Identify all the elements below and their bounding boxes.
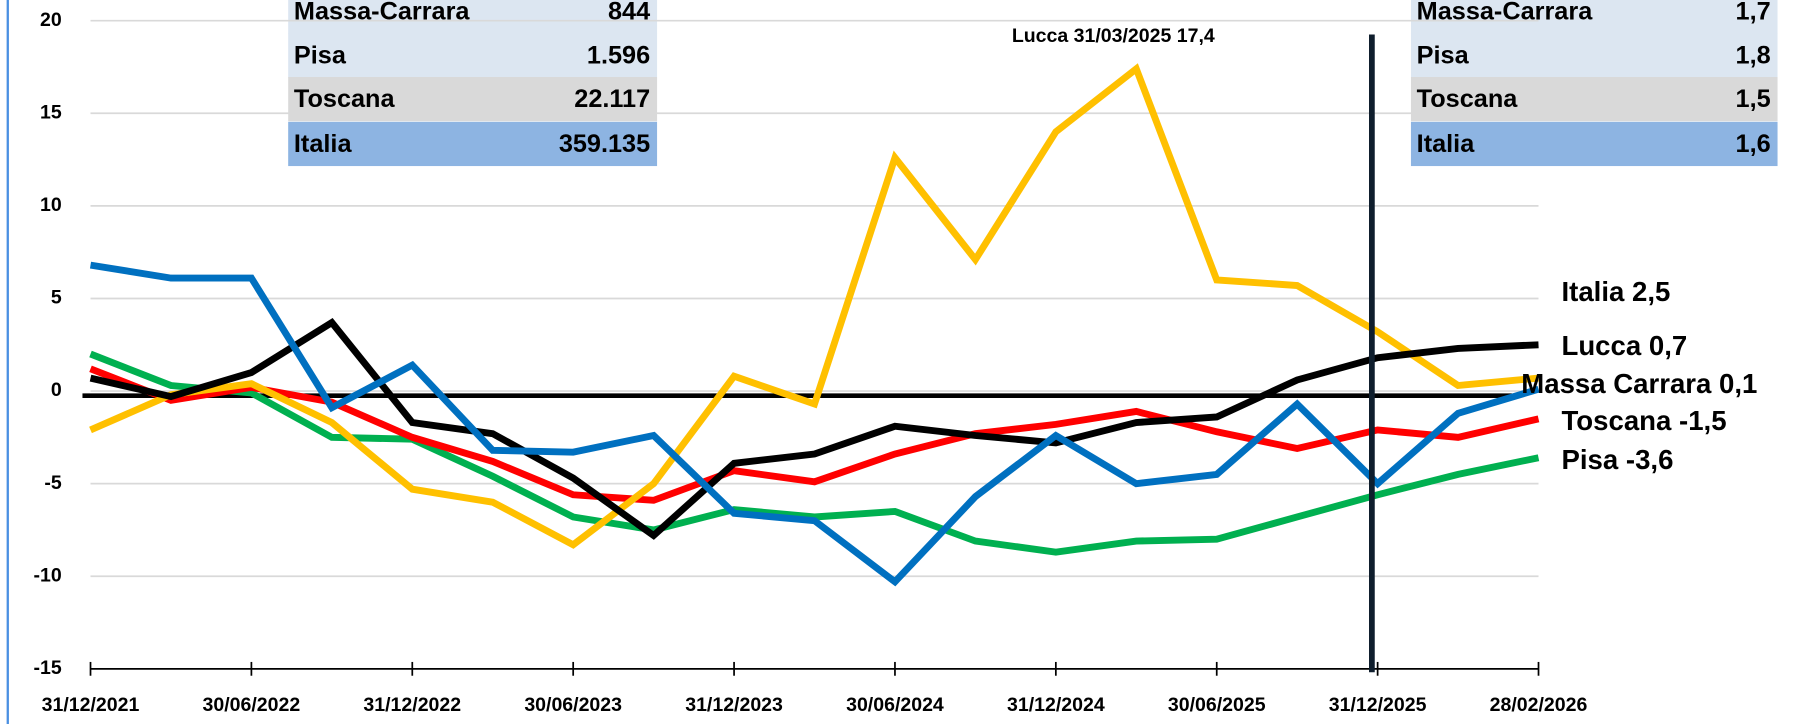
y-tick-label: -15 bbox=[34, 657, 62, 679]
x-tick-label: 31/12/2021 bbox=[42, 694, 140, 716]
series-line bbox=[89, 261, 1540, 587]
table-cell: 22.117 bbox=[574, 85, 650, 113]
table-row bbox=[288, 33, 658, 78]
value-label: -3,6 bbox=[1626, 444, 1674, 475]
table-cell: 1,7 bbox=[1736, 0, 1771, 26]
table-row bbox=[1410, 121, 1778, 167]
table-cell: 1,8 bbox=[1736, 41, 1771, 69]
end-label: Massa Carrara 0,1 bbox=[1521, 368, 1757, 399]
series-line bbox=[89, 365, 1540, 504]
series-line bbox=[89, 350, 1540, 556]
value-label: 0,7 bbox=[1649, 330, 1687, 361]
table-cell: 1.596 bbox=[587, 41, 650, 69]
table-cell: Massa-Carrara bbox=[1417, 0, 1594, 26]
y-tick-label: -10 bbox=[34, 564, 62, 586]
table-cell: Pisa bbox=[294, 41, 347, 69]
series-name: Toscana bbox=[1561, 405, 1672, 436]
y-tick-label: 20 bbox=[40, 9, 62, 31]
table-cell: 1,5 bbox=[1736, 85, 1771, 113]
y-tick-label: -5 bbox=[44, 472, 61, 494]
value-label: 0,1 bbox=[1719, 368, 1757, 399]
end-label: Pisa -3,6 bbox=[1561, 444, 1673, 475]
annotation: Lucca 31/03/2025 17,4 bbox=[1012, 25, 1215, 47]
x-tick-label: 30/06/2025 bbox=[1168, 694, 1266, 716]
x-tick-label: 31/12/2024 bbox=[1007, 694, 1105, 716]
table-cell: Italia bbox=[294, 130, 353, 158]
table-cell: Pisa bbox=[1417, 41, 1470, 69]
end-label: Toscana -1,5 bbox=[1561, 405, 1726, 436]
x-tick-label: 31/12/2022 bbox=[363, 694, 461, 716]
value-label: -1,5 bbox=[1679, 405, 1727, 436]
series-name: Italia bbox=[1561, 276, 1625, 307]
x-tick-label: 28/02/2026 bbox=[1490, 694, 1588, 716]
table-cell: 1,6 bbox=[1736, 130, 1771, 158]
left-border bbox=[6, 0, 9, 724]
x-tick-label: 31/12/2023 bbox=[685, 694, 783, 716]
table-cell: Massa-Carrara bbox=[294, 0, 471, 26]
series-line bbox=[89, 63, 1539, 549]
x-tick-label: 30/06/2022 bbox=[203, 694, 301, 716]
table-cell: 844 bbox=[608, 0, 650, 26]
table-cell: Toscana bbox=[1417, 85, 1519, 113]
end-label: Lucca 0,7 bbox=[1561, 330, 1687, 361]
table-row bbox=[288, 0, 658, 34]
series-name: Lucca bbox=[1561, 330, 1641, 361]
series-name: Pisa bbox=[1561, 444, 1618, 475]
table-row bbox=[288, 121, 658, 167]
series-line bbox=[89, 318, 1539, 540]
x-tick-label: 31/12/2025 bbox=[1329, 694, 1427, 716]
y-tick-label: 10 bbox=[40, 194, 62, 216]
x-tick-label: 30/06/2024 bbox=[846, 694, 944, 716]
end-label: Italia 2,5 bbox=[1561, 276, 1670, 307]
value-label: 2,5 bbox=[1632, 276, 1670, 307]
table-cell: Toscana bbox=[294, 85, 396, 113]
table-cell: Italia bbox=[1417, 130, 1476, 158]
table-cell: 359.135 bbox=[559, 130, 650, 158]
y-tick-label: 5 bbox=[51, 287, 62, 309]
y-tick-label: 0 bbox=[51, 379, 62, 401]
x-tick-label: 30/06/2023 bbox=[524, 694, 622, 716]
y-tick-label: 15 bbox=[40, 101, 62, 123]
table-row bbox=[1410, 0, 1778, 34]
series-name: Massa Carrara bbox=[1521, 368, 1712, 399]
table-row bbox=[1410, 33, 1778, 78]
